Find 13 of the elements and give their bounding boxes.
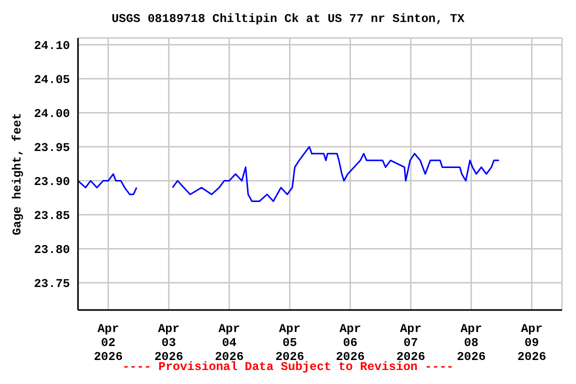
x-tick-label: Apr 02 2026 (94, 322, 123, 364)
x-tick-label: Apr 09 2026 (517, 322, 546, 364)
chart-title: USGS 08189718 Chiltipin Ck at US 77 nr Sinton, TX (110, 11, 466, 28)
y-tick-label: 23.75 (34, 277, 70, 292)
y-tick-label: 23.85 (34, 209, 70, 224)
y-tick-label: 23.95 (34, 141, 70, 156)
x-tick-label: Apr 08 2026 (456, 322, 486, 364)
y-tick-label: 23.80 (34, 243, 70, 258)
y-axis-title: Gage height, feet (10, 112, 24, 236)
y-tick-label: 24.00 (34, 107, 70, 122)
y-tick-label: 23.90 (34, 175, 70, 190)
y-tick-label: 24.05 (34, 73, 70, 88)
y-tick-label: 24.10 (34, 39, 70, 54)
